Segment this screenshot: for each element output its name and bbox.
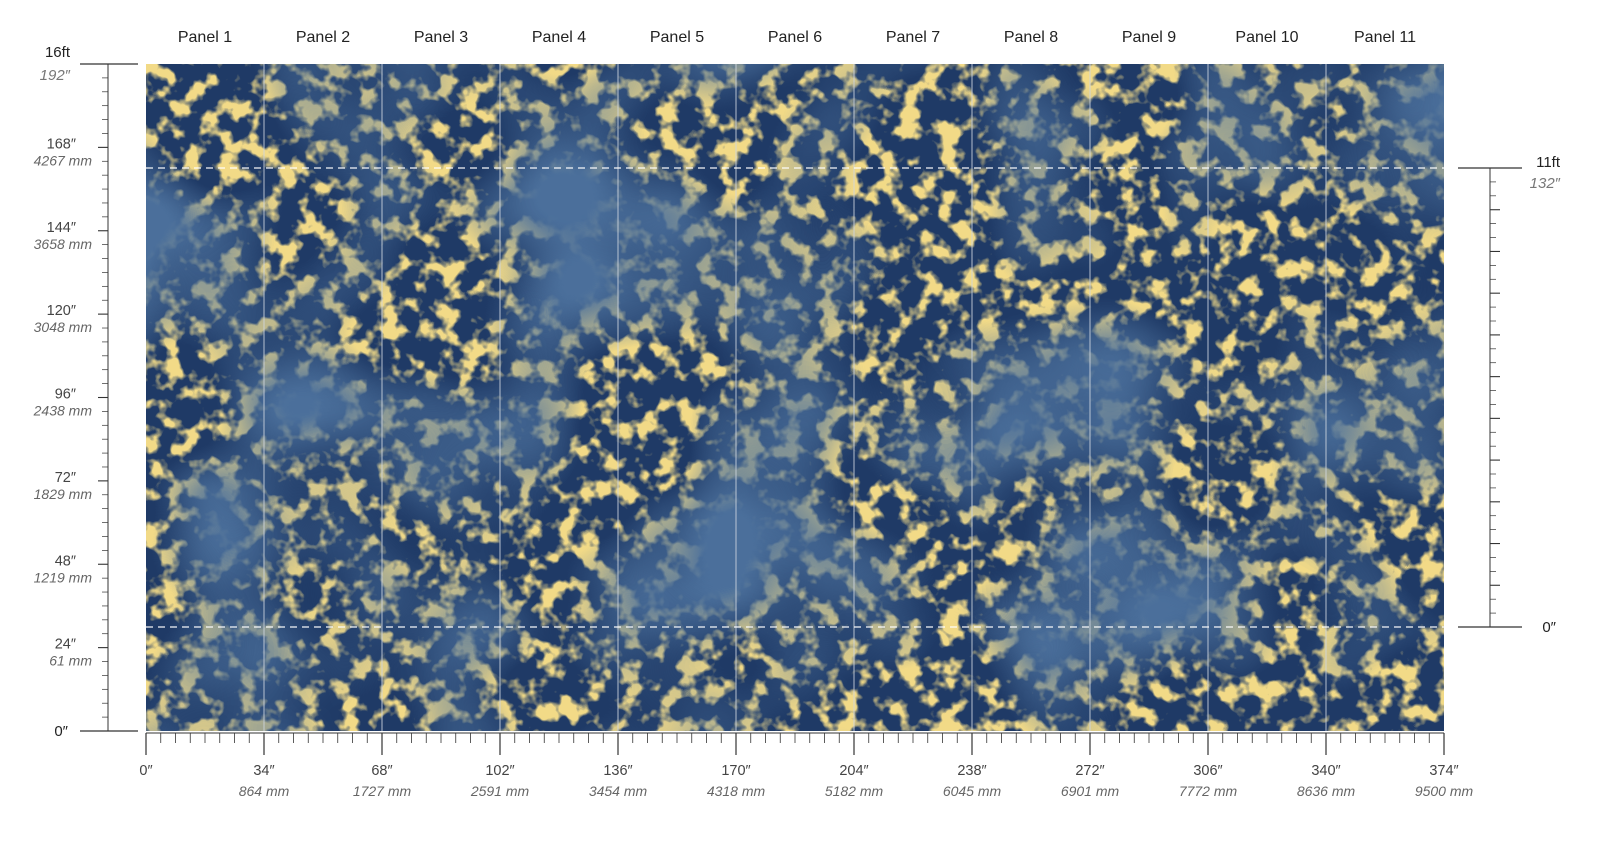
x-tick-label-inches: 136″ xyxy=(603,763,632,779)
panel-label: Panel 1 xyxy=(178,29,232,46)
panel-label: Panel 3 xyxy=(414,29,468,46)
left-top-feet-label: 16ft xyxy=(45,44,71,61)
left-tick-label-inches: 144″ xyxy=(47,220,76,236)
left-tick-label-inches: 96″ xyxy=(55,387,76,403)
left-tick-label-mm: 61 mm xyxy=(49,653,92,669)
panel-label: Panel 2 xyxy=(296,29,350,46)
right-height-scale: 11ft 132″ 0″ xyxy=(1458,154,1561,636)
x-tick-label-inches: 374″ xyxy=(1429,763,1458,779)
left-tick-label-inches: 72″ xyxy=(55,470,76,486)
x-tick-label-mm: 9500 mm xyxy=(1415,783,1474,799)
left-bottom-label: 0″ xyxy=(54,723,68,740)
left-tick-label-mm: 1829 mm xyxy=(34,486,93,502)
left-height-scale: 16ft 192″ 0″ 168″4267 mm 144″3658 mm 120″3048… xyxy=(33,44,138,740)
x-tick-label-inches: 238″ xyxy=(957,763,986,779)
panel-labels: Panel 1 Panel 2 Panel 3 Panel 4 Panel 5 Panel… xyxy=(178,29,1416,46)
x-tick-label-inches: 102″ xyxy=(485,763,514,779)
left-tick-label-inches: 48″ xyxy=(55,553,76,569)
x-tick-label-inches: 68″ xyxy=(371,763,392,779)
left-tick-label-mm: 3658 mm xyxy=(34,236,93,252)
panel-label: Panel 8 xyxy=(1004,29,1058,46)
right-bottom-label: 0″ xyxy=(1542,619,1556,636)
panel-label: Panel 11 xyxy=(1354,29,1416,46)
x-tick-label-inches: 34″ xyxy=(253,763,274,779)
x-tick-label-mm: 5182 mm xyxy=(825,783,884,799)
left-tick-label-mm: 3048 mm xyxy=(34,319,93,335)
wall-height-guides xyxy=(146,167,1444,628)
right-top-inch-label: 132″ xyxy=(1530,175,1561,192)
mottle-shading xyxy=(146,64,1444,731)
x-tick-label-inches: 0″ xyxy=(139,763,152,779)
left-tick-label-inches: 168″ xyxy=(47,136,76,152)
right-top-feet-label: 11ft xyxy=(1536,154,1561,171)
left-tick-label-inches: 120″ xyxy=(47,303,76,319)
x-tick-label-mm: 7772 mm xyxy=(1179,783,1238,799)
wallpaper-artwork xyxy=(146,64,1444,731)
left-tick-label-mm: 4267 mm xyxy=(34,152,93,168)
x-tick-label-mm: 3454 mm xyxy=(589,783,648,799)
x-tick-label-inches: 204″ xyxy=(839,763,868,779)
x-tick-label-mm: 2591 mm xyxy=(470,783,530,799)
left-top-inch-label: 192″ xyxy=(40,67,71,84)
panel-dividers xyxy=(263,64,1327,731)
panel-label: Panel 4 xyxy=(532,29,586,46)
x-tick-label-mm: 864 mm xyxy=(239,783,290,799)
x-axis: 0″ 34″ 864 mm 68″ 1727 mm 102″ 2591 mm 136″ 3454… xyxy=(139,732,1474,799)
panel-label: Panel 9 xyxy=(1122,29,1176,46)
x-tick-label-mm: 4318 mm xyxy=(707,783,766,799)
panel-label: Panel 5 xyxy=(650,29,704,46)
x-tick-label-mm: 8636 mm xyxy=(1297,783,1356,799)
x-tick-label-inches: 306″ xyxy=(1193,763,1222,779)
x-tick-label-mm: 1727 mm xyxy=(353,783,412,799)
panel-label: Panel 7 xyxy=(886,29,940,46)
left-tick-label-mm: 1219 mm xyxy=(34,569,93,585)
x-tick-label-inches: 340″ xyxy=(1311,763,1340,779)
left-tick-label-mm: 2438 mm xyxy=(33,403,93,419)
x-tick-label-inches: 170″ xyxy=(721,763,750,779)
x-tick-label-mm: 6045 mm xyxy=(943,783,1002,799)
panel-label: Panel 10 xyxy=(1235,29,1298,46)
x-tick-label-mm: 6901 mm xyxy=(1061,783,1120,799)
left-tick-label-inches: 24″ xyxy=(55,637,76,653)
panel-label: Panel 6 xyxy=(768,29,822,46)
x-tick-label-inches: 272″ xyxy=(1075,763,1104,779)
